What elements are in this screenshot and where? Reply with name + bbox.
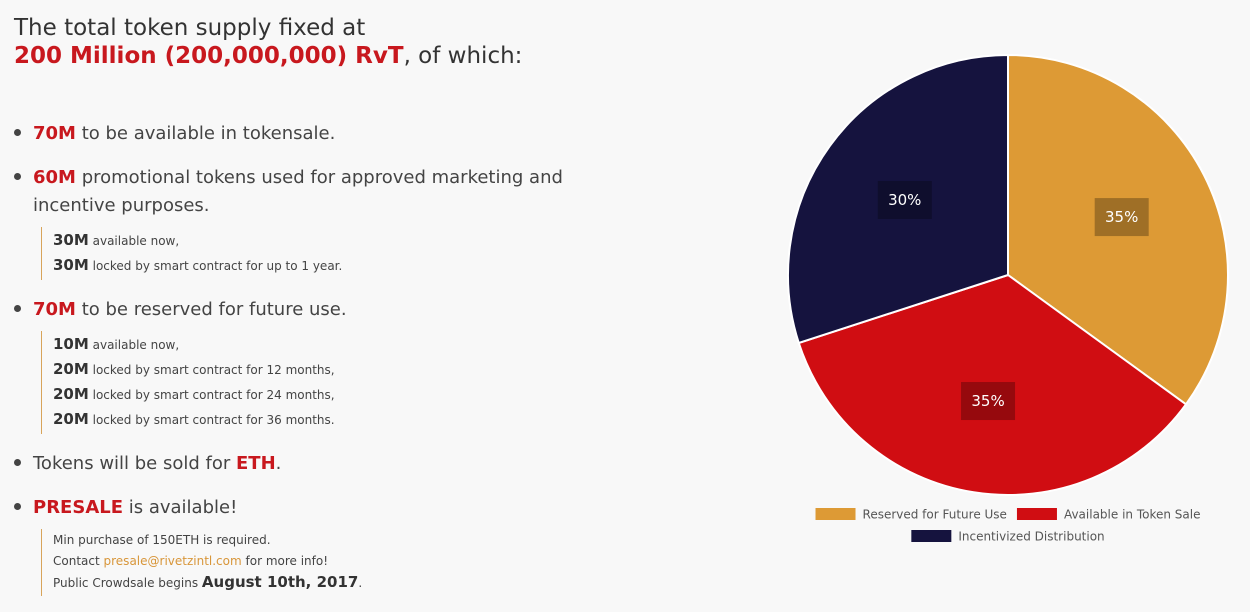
slice-label-box — [1094, 198, 1149, 237]
legend-label[interactable]: Available in Token Sale — [1064, 508, 1201, 522]
sub-text: locked by smart contract for up to 1 yea… — [88, 259, 343, 273]
sub-amount: 20M — [53, 385, 89, 403]
slice-percent-label: 35% — [1105, 208, 1138, 226]
presale-begins: Public Crowdsale begins August 10th, 201… — [53, 572, 614, 594]
legend-label[interactable]: Incentivized Distribution — [958, 530, 1104, 544]
sub-amount: 20M — [53, 360, 89, 378]
sub-text: locked by smart contract for 24 months, — [88, 388, 335, 402]
sub-item: 20M locked by smart contract for 36 mont… — [53, 407, 614, 432]
pie-chart: 35% 35% 30% Reserved for Future Use Availabl… — [787, 53, 1229, 544]
legend-swatch[interactable] — [815, 508, 856, 520]
promotional-sublist: 30M available now, 30M locked by smart c… — [41, 227, 614, 280]
bullet-dot — [14, 305, 21, 312]
slice-label-box — [877, 180, 932, 219]
slice-label-box — [961, 382, 1016, 421]
contact-prefix: Contact — [53, 554, 104, 568]
legend-swatch[interactable] — [1016, 508, 1057, 520]
sub-text: locked by smart contract for 36 months. — [88, 413, 335, 427]
token-distribution-chart: 35% 35% 30% Reserved for Future Use Availabl… — [780, 50, 1240, 550]
bullet-promotional: 60M promotional tokens used for approved… — [14, 164, 614, 280]
sub-amount: 10M — [53, 335, 89, 353]
headline-line1: The total token supply fixed at — [14, 15, 366, 41]
reserved-sublist: 10M available now, 20M locked by smart c… — [41, 331, 614, 434]
bullet-dot — [14, 129, 21, 136]
bullet-amount: 70M — [33, 299, 76, 320]
bullet-presale: PRESALE is available! Min purchase of 15… — [14, 494, 614, 596]
legend-label[interactable]: Reserved for Future Use — [863, 508, 1007, 522]
bullet-text: promotional tokens used for approved mar… — [33, 167, 563, 216]
bullet-amount: 70M — [33, 123, 76, 144]
bullet-text: to be available in tokensale. — [75, 123, 336, 144]
eth-highlight: ETH — [236, 453, 276, 474]
date-suffix: . — [358, 576, 363, 590]
sub-item: 30M available now, — [53, 228, 614, 253]
bullet-eth: Tokens will be sold for ETH. — [14, 450, 614, 478]
headline: The total token supply fixed at 200 Mill… — [14, 14, 614, 70]
total-supply-highlight: 200 Million (200,000,000) RvT — [14, 43, 404, 69]
presale-highlight: PRESALE — [33, 497, 124, 518]
sub-item: 10M available now, — [53, 332, 614, 357]
presale-min: Min purchase of 150ETH is required. — [53, 533, 271, 547]
bullet-dot — [14, 503, 21, 510]
bullet-text: to be reserved for future use. — [75, 299, 347, 320]
crowdsale-date: August 10th, 2017 — [201, 573, 359, 591]
sub-amount: 30M — [53, 256, 89, 274]
sub-item: 30M locked by smart contract for up to 1… — [53, 253, 614, 278]
sub-text: locked by smart contract for 12 months, — [88, 363, 335, 377]
bullet-dot — [14, 459, 21, 466]
begins-prefix: Public Crowdsale begins — [53, 576, 202, 590]
bullet-reserved: 70M to be reserved for future use. 10M a… — [14, 296, 614, 434]
contact-suffix: for more info! — [241, 554, 329, 568]
supply-breakdown-list: 70M to be available in tokensale. 60M pr… — [14, 120, 614, 596]
slice-percent-label: 35% — [971, 392, 1004, 410]
eth-suffix: . — [275, 453, 282, 474]
presale-text: is available! — [123, 497, 238, 518]
presale-contact: Contact presale@rivetzintl.com for more … — [53, 551, 614, 572]
headline-line2: 200 Million (200,000,000) RvT, of which: — [14, 42, 614, 70]
sub-text: available now, — [88, 234, 180, 248]
headline-rest: , of which: — [403, 43, 523, 69]
sub-item: 20M locked by smart contract for 12 mont… — [53, 357, 614, 382]
eth-prefix: Tokens will be sold for — [33, 453, 236, 474]
presale-sublist: Min purchase of 150ETH is required. Cont… — [41, 529, 614, 596]
legend-swatch[interactable] — [911, 530, 952, 542]
bullet-dot — [14, 173, 21, 180]
slice-percent-label: 30% — [888, 191, 921, 209]
sub-amount: 30M — [53, 231, 89, 249]
sub-item: 20M locked by smart contract for 24 mont… — [53, 382, 614, 407]
sub-amount: 20M — [53, 410, 89, 428]
sub-text: available now, — [88, 338, 180, 352]
bullet-amount: 60M — [33, 167, 76, 188]
bullet-tokensale: 70M to be available in tokensale. — [14, 120, 614, 148]
presale-email-link[interactable]: presale@rivetzintl.com — [103, 554, 242, 568]
token-supply-panel: The total token supply fixed at 200 Mill… — [14, 14, 614, 612]
